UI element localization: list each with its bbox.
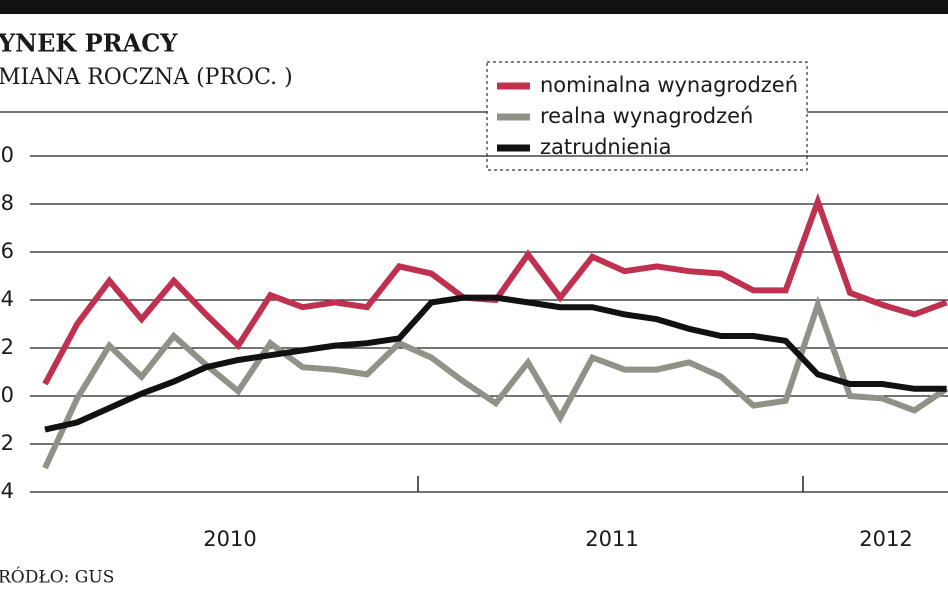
y-tick-label: -4 — [0, 479, 14, 503]
legend — [486, 61, 808, 171]
chart-subtitle: MIANA ROCZNA (PROC. ) — [0, 65, 293, 90]
y-tick-label: 0 — [1, 383, 14, 407]
series-line — [42, 192, 948, 386]
x-tick-label: 2010 — [203, 527, 256, 551]
source: RÓDŁO: GUS — [0, 567, 114, 588]
y-tick-label: 6 — [1, 239, 14, 263]
y-tick-label: -2 — [0, 431, 14, 455]
legend-label: nominalna wynagrodzeń — [540, 73, 798, 97]
y-tick-label: 4 — [1, 287, 14, 311]
legend-label: zatrudnienia — [540, 135, 671, 159]
legend-label: realna wynagrodzeń — [540, 104, 753, 128]
series-line — [44, 294, 947, 433]
series-line — [42, 295, 948, 470]
x-tick-label: 2012 — [859, 527, 912, 551]
x-tick-label: 2011 — [585, 527, 638, 551]
top-bar — [0, 0, 948, 14]
y-tick-label: 10 — [0, 143, 14, 167]
y-tick-label: 8 — [1, 191, 14, 215]
chart-title: YNEK PRACY — [0, 29, 178, 58]
y-tick-label: 2 — [1, 335, 14, 359]
